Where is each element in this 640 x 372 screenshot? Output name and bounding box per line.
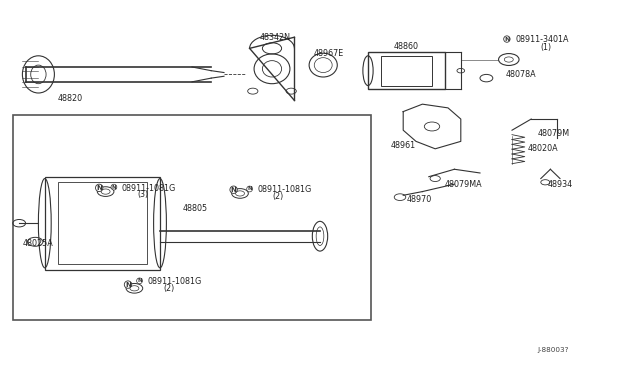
Text: N: N	[504, 36, 509, 42]
Text: 48820: 48820	[58, 94, 83, 103]
Text: (2): (2)	[272, 192, 284, 201]
Text: (1): (1)	[541, 43, 552, 52]
Text: 48934: 48934	[547, 180, 572, 189]
Text: 48079M: 48079M	[538, 129, 570, 138]
Bar	[45, 177, 160, 270]
Text: 08911-1081G: 08911-1081G	[147, 278, 202, 286]
Bar	[13, 115, 371, 320]
Text: 48079MA: 48079MA	[445, 180, 483, 189]
Text: 48020A: 48020A	[528, 144, 559, 153]
Text: N: N	[247, 186, 252, 192]
Text: J-88003?: J-88003?	[538, 347, 569, 353]
Text: 08911-3401A: 08911-3401A	[515, 35, 569, 44]
Bar	[368, 52, 445, 89]
Text: 48805: 48805	[182, 204, 207, 213]
Text: 48967E: 48967E	[314, 49, 344, 58]
Text: 48860: 48860	[394, 42, 419, 51]
Text: 48078A: 48078A	[506, 70, 536, 79]
Text: N: N	[111, 185, 116, 190]
Text: (2): (2)	[163, 284, 175, 293]
Text: N: N	[96, 185, 102, 191]
Text: 08911-1081G: 08911-1081G	[122, 184, 176, 193]
Bar	[58, 182, 147, 264]
Text: N: N	[230, 187, 237, 193]
Text: (3): (3)	[138, 190, 148, 199]
Text: N: N	[137, 278, 142, 283]
Bar	[381, 56, 432, 86]
Text: 48342N: 48342N	[259, 33, 290, 42]
Text: N: N	[125, 282, 131, 288]
Text: 48970: 48970	[406, 195, 431, 204]
Text: 48025A: 48025A	[22, 239, 53, 248]
Text: 48961: 48961	[390, 141, 415, 150]
Text: 08911-1081G: 08911-1081G	[257, 185, 312, 194]
